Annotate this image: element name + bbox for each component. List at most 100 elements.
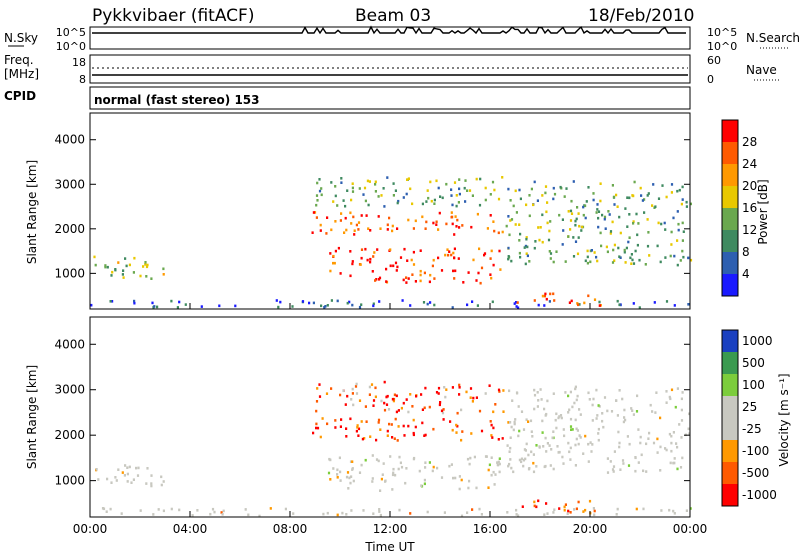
echo-cell (678, 423, 681, 426)
echo-cell (414, 280, 417, 283)
echo-cell (641, 199, 644, 202)
echo-cell (660, 509, 663, 512)
echo-cell (552, 197, 555, 201)
echo-cell (451, 386, 454, 389)
echo-cell (347, 487, 350, 490)
echo-cell (437, 386, 441, 390)
echo-cell (436, 466, 439, 470)
echo-cell (502, 410, 505, 413)
echo-cell (601, 213, 604, 217)
echo-cell (609, 460, 612, 463)
echo-cell (673, 457, 676, 460)
echo-cell (624, 207, 627, 210)
echo-cell (599, 199, 602, 203)
echo-cell (536, 391, 539, 394)
echo-cell (506, 444, 509, 447)
echo-cell (542, 445, 545, 448)
echo-cell (575, 398, 578, 402)
echo-cell (498, 462, 501, 466)
echo-cell (645, 442, 648, 446)
echo-cell (492, 220, 495, 223)
echo-cell (351, 260, 354, 263)
echo-cell (423, 271, 426, 275)
echo-cell (616, 299, 619, 303)
echo-cell (395, 269, 398, 272)
freq-tick-bottom: 8 (79, 73, 86, 86)
echo-cell (491, 300, 494, 304)
echo-cell (318, 395, 322, 398)
echo-cell (405, 467, 408, 470)
echo-cell (437, 228, 440, 231)
echo-cell (357, 221, 361, 224)
echo-cell (358, 399, 362, 402)
echo-cell (508, 462, 511, 466)
echo-cell (659, 416, 662, 420)
echo-cell (355, 429, 358, 433)
echo-cell (603, 215, 607, 219)
colorbar-tick-label: 24 (742, 157, 757, 171)
echo-cell (558, 507, 561, 510)
echo-cell (407, 218, 410, 222)
echo-cell (352, 403, 355, 407)
echo-cell (582, 510, 585, 513)
power-x-ticks (89, 303, 691, 309)
echo-cell (611, 184, 614, 187)
echo-cell (450, 463, 453, 466)
echo-cell (584, 434, 587, 438)
echo-cell (461, 224, 464, 227)
echo-cell (322, 512, 325, 516)
echo-cell (545, 412, 548, 416)
echo-cell (277, 305, 280, 309)
echo-cell (400, 465, 404, 469)
echo-cell (350, 475, 353, 478)
echo-cell (543, 304, 546, 307)
echo-cell (489, 214, 492, 217)
echo-cell (621, 459, 625, 462)
echo-cell (680, 408, 683, 412)
echo-cell (616, 205, 619, 208)
echo-cell (557, 451, 560, 454)
echo-cell (646, 244, 650, 248)
echo-cell (624, 261, 627, 264)
echo-cell (361, 437, 364, 441)
echo-cell (374, 395, 377, 399)
echo-cell (395, 410, 398, 414)
echo-cell (484, 455, 488, 458)
echo-cell (543, 294, 546, 298)
echo-cell (498, 390, 501, 393)
echo-cell (440, 269, 444, 272)
echo-cell (583, 301, 586, 305)
echo-cell (564, 503, 567, 506)
echo-cell (399, 256, 403, 259)
echo-cell (318, 178, 321, 181)
echo-cell (525, 237, 528, 241)
echo-cell (476, 304, 479, 307)
echo-cell (645, 470, 648, 473)
echo-cell (672, 216, 675, 220)
echo-cell (688, 412, 691, 416)
echo-cell (513, 420, 516, 424)
echo-cell (553, 508, 556, 511)
freq-panel: Freq. [MHz] 18 8 60 0 Nave (4, 53, 780, 86)
echo-cell (567, 411, 570, 414)
echo-cell (430, 199, 433, 203)
echo-cell (104, 265, 107, 269)
echo-cell (532, 470, 536, 474)
echo-cell (603, 396, 607, 399)
echo-cell (541, 419, 544, 423)
echo-cell (514, 189, 517, 193)
freq-unit: [MHz] (4, 67, 39, 81)
echo-cell (122, 269, 125, 272)
echo-cell (533, 388, 536, 392)
echo-cell (560, 416, 563, 420)
echo-cell (574, 464, 577, 467)
echo-cell (528, 214, 531, 218)
echo-cell (555, 412, 558, 416)
echo-cell (424, 433, 427, 437)
echo-cell (461, 430, 464, 433)
echo-cell (670, 191, 673, 194)
echo-cell (351, 392, 354, 395)
echo-cell (342, 199, 345, 202)
echo-cell (622, 420, 625, 424)
echo-cell (593, 509, 596, 513)
